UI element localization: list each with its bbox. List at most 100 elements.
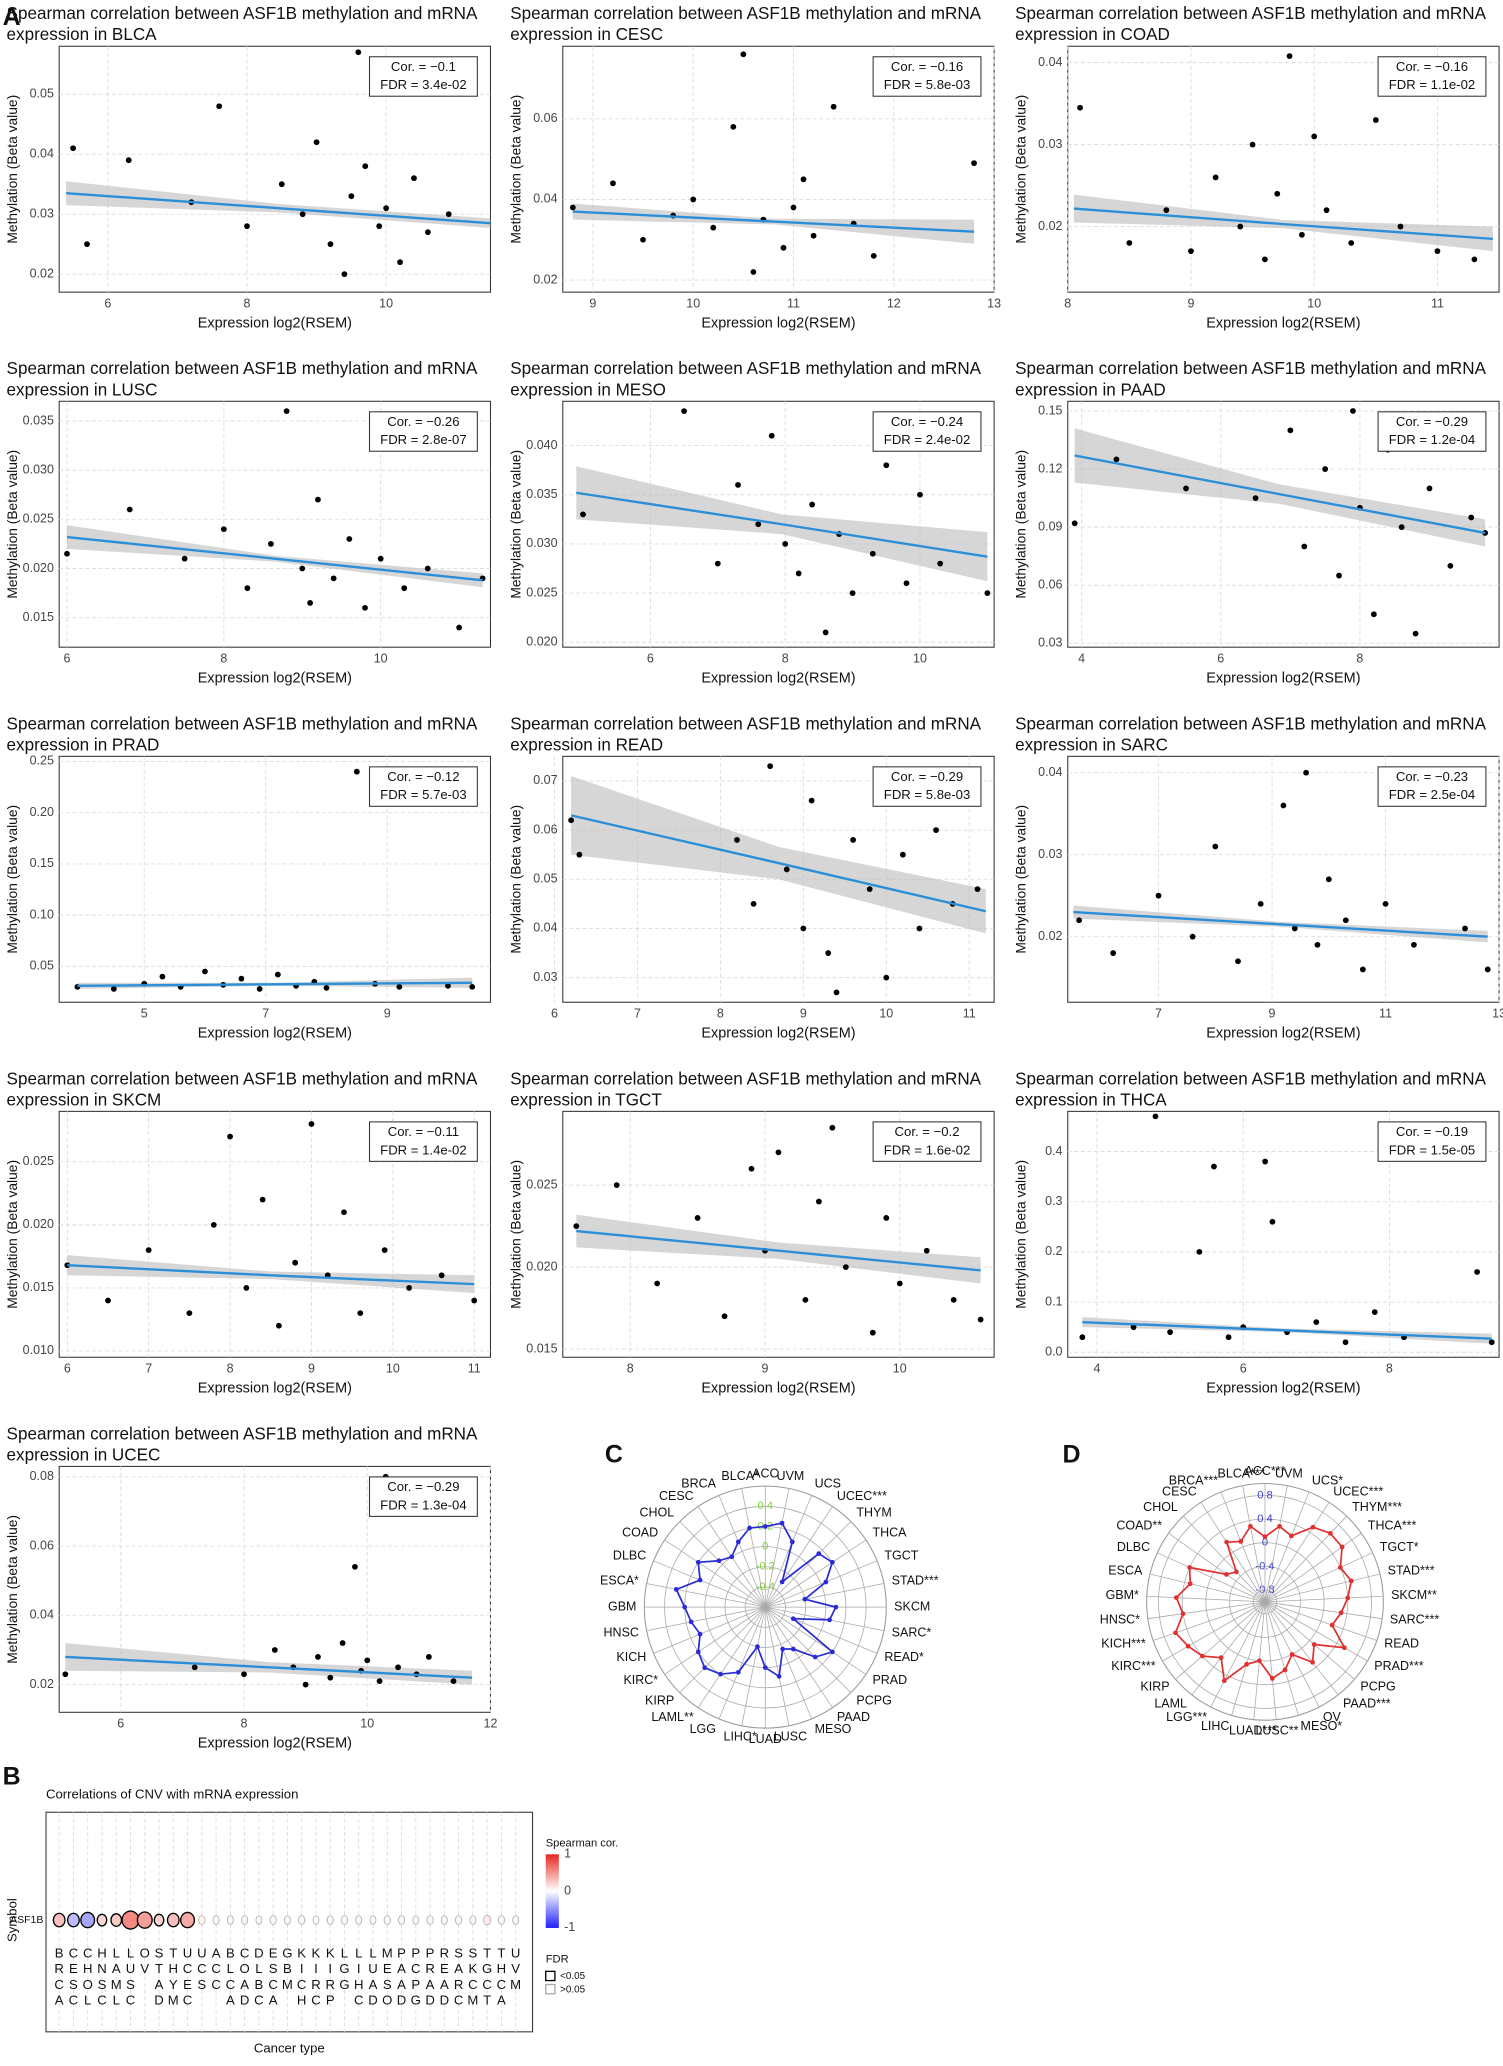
data-point bbox=[1183, 485, 1189, 492]
category-label: PRAD*** bbox=[1374, 1659, 1423, 1673]
x-tick-label: 5 bbox=[141, 1006, 148, 1020]
x-tick-label: 10 bbox=[879, 1006, 893, 1020]
category-label: LUAD bbox=[749, 1732, 782, 1746]
spoke bbox=[679, 1606, 766, 1693]
data-point bbox=[244, 585, 251, 592]
category-label: MESO* bbox=[1301, 1719, 1343, 1733]
data-point bbox=[64, 550, 70, 557]
category-label: KIRC* bbox=[623, 1673, 658, 1687]
annotation: FDR = 1.2e-04 bbox=[1389, 432, 1475, 447]
category-label: READ bbox=[1384, 1637, 1419, 1651]
data-point bbox=[795, 570, 802, 577]
data-point bbox=[750, 269, 757, 275]
legend-label: <0.05 bbox=[560, 1971, 585, 1982]
data-point bbox=[1130, 1324, 1137, 1331]
y-tick-label: 0.05 bbox=[30, 959, 54, 973]
category-label: BRCA bbox=[681, 1477, 716, 1491]
radar-point bbox=[827, 1617, 832, 1623]
category-label: TGCT* bbox=[1380, 1540, 1419, 1554]
bubble bbox=[153, 1913, 165, 1927]
data-point bbox=[1252, 495, 1259, 501]
data-point bbox=[330, 575, 337, 582]
data-point bbox=[610, 180, 616, 187]
fit-line bbox=[1073, 910, 1488, 938]
spoke bbox=[1264, 1601, 1339, 1696]
chart-title: expression in UCEC bbox=[7, 1445, 161, 1464]
radar-point bbox=[1248, 1523, 1253, 1529]
data-point bbox=[307, 600, 314, 606]
data-point bbox=[1269, 1218, 1276, 1225]
y-axis-label: Methylation (Beta value) bbox=[508, 1160, 523, 1309]
data-point bbox=[220, 526, 227, 533]
x-tick-label: 10 bbox=[360, 1716, 374, 1730]
data-point bbox=[917, 491, 923, 498]
annotation: Cor. = −0.11 bbox=[388, 1124, 459, 1139]
fit-line bbox=[66, 192, 491, 225]
y-axis-label: Methylation (Beta value) bbox=[5, 1160, 20, 1309]
data-point bbox=[613, 1182, 620, 1189]
y-axis-label: Methylation (Beta value) bbox=[1013, 805, 1028, 954]
annotation-box bbox=[872, 411, 982, 452]
data-point bbox=[1462, 925, 1468, 932]
spoke bbox=[765, 1560, 878, 1608]
category-label: DLBC bbox=[613, 1549, 646, 1563]
fit-line bbox=[65, 1655, 473, 1679]
data-point bbox=[1370, 611, 1377, 618]
data-point bbox=[352, 1563, 358, 1570]
y-tick-label: 0.03 bbox=[1038, 847, 1062, 861]
category-label: TGCT bbox=[884, 1549, 918, 1563]
y-tick-label: 0.06 bbox=[30, 1538, 54, 1552]
spoke bbox=[1264, 1601, 1368, 1662]
data-point bbox=[1280, 802, 1287, 809]
category-label: OV bbox=[1323, 1710, 1342, 1724]
chart-title: Spearman correlation between ASF1B methy… bbox=[1015, 1069, 1486, 1088]
y-tick-label: 0.2 bbox=[1045, 1244, 1062, 1258]
bubble bbox=[241, 1915, 249, 1925]
annotation-box bbox=[368, 766, 478, 807]
category-label: BLCA*** bbox=[1218, 1466, 1265, 1480]
data-point bbox=[815, 1198, 822, 1205]
x-tick-label: 6 bbox=[1217, 651, 1224, 665]
data-point bbox=[1257, 900, 1264, 907]
x-tick-label: 10 bbox=[386, 1361, 400, 1375]
radar-point bbox=[697, 1631, 703, 1637]
data-point bbox=[1126, 240, 1133, 246]
chart-title: Spearman correlation between ASF1B methy… bbox=[510, 359, 981, 378]
data-point bbox=[191, 1664, 198, 1671]
y-tick-label: 0.020 bbox=[526, 1259, 557, 1273]
category-label: PCPG bbox=[856, 1693, 891, 1707]
data-point bbox=[783, 866, 790, 873]
data-point bbox=[1447, 562, 1454, 569]
radar-point bbox=[776, 1673, 782, 1679]
data-point bbox=[1359, 966, 1366, 973]
x-tick-label: 4 bbox=[1094, 1361, 1101, 1375]
data-point bbox=[883, 1215, 890, 1221]
y-axis-label: Methylation (Beta value) bbox=[508, 450, 523, 599]
annotation-box bbox=[1377, 766, 1487, 807]
chart-title: expression in MESO bbox=[510, 380, 666, 399]
y-axis-label: Methylation (Beta value) bbox=[5, 95, 20, 244]
category-label: READ* bbox=[884, 1650, 924, 1664]
y-tick-label: 0.035 bbox=[526, 487, 557, 501]
category-label: LGG*** bbox=[1166, 1710, 1207, 1724]
bubble bbox=[283, 1915, 291, 1925]
y-axis-label: Methylation (Beta value) bbox=[1013, 450, 1028, 599]
x-tick-label: 6 bbox=[647, 651, 654, 665]
data-point bbox=[227, 1133, 233, 1140]
bubble bbox=[383, 1915, 391, 1925]
panel-label: D bbox=[1062, 1440, 1080, 1468]
chart-title: Spearman correlation between ASF1B methy… bbox=[1015, 714, 1486, 733]
spoke bbox=[653, 1560, 766, 1608]
data-point bbox=[327, 241, 334, 248]
y-tick-label: 0.25 bbox=[30, 754, 54, 768]
y-tick-label: 0.025 bbox=[23, 512, 54, 526]
data-point bbox=[842, 1264, 849, 1270]
data-point bbox=[1076, 917, 1082, 924]
